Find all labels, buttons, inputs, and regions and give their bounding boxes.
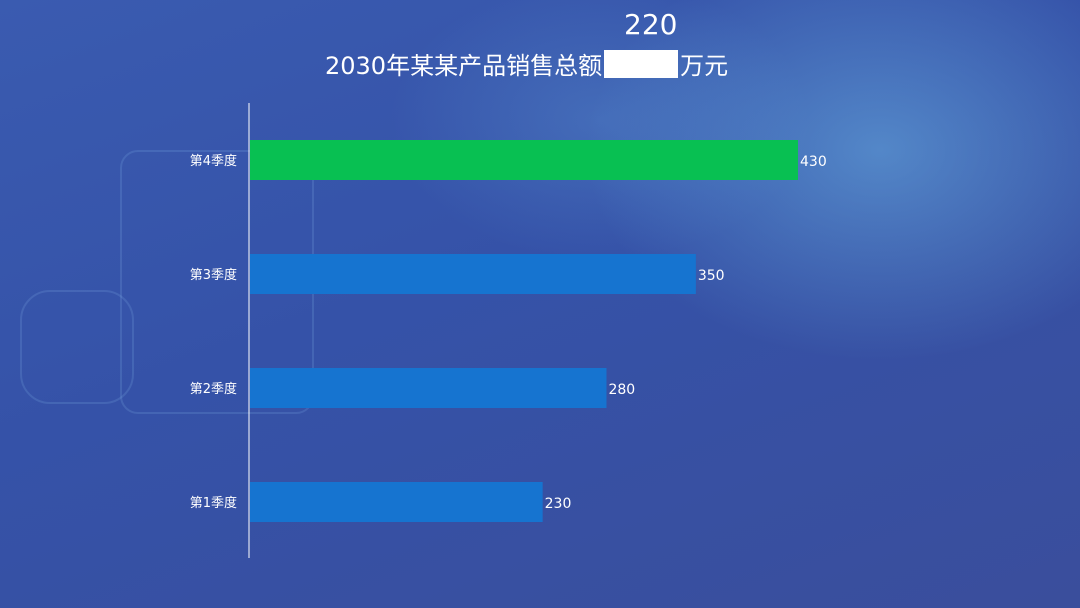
bar-2 bbox=[250, 254, 696, 294]
bar-1 bbox=[250, 140, 798, 180]
title-suffix: 万元 bbox=[680, 52, 729, 80]
category-label: 第3季度 bbox=[190, 267, 237, 283]
value-label: 430 bbox=[800, 154, 827, 170]
value-label: 280 bbox=[608, 382, 635, 398]
category-label: 第2季度 bbox=[190, 381, 237, 397]
category-label: 第4季度 bbox=[190, 153, 237, 169]
rolling-total-number: 220 bbox=[624, 8, 678, 41]
bar-4 bbox=[250, 482, 543, 522]
bar-3 bbox=[250, 368, 607, 408]
category-label: 第1季度 bbox=[190, 495, 237, 511]
value-label: 350 bbox=[698, 268, 725, 284]
chart-title: 2030年某某产品销售总额 万元 bbox=[325, 46, 728, 81]
title-prefix: 2030年某某产品销售总额 bbox=[325, 52, 603, 80]
value-label: 230 bbox=[545, 496, 572, 512]
background-circuit-decoration bbox=[20, 290, 134, 404]
title-blank-box bbox=[604, 49, 679, 78]
